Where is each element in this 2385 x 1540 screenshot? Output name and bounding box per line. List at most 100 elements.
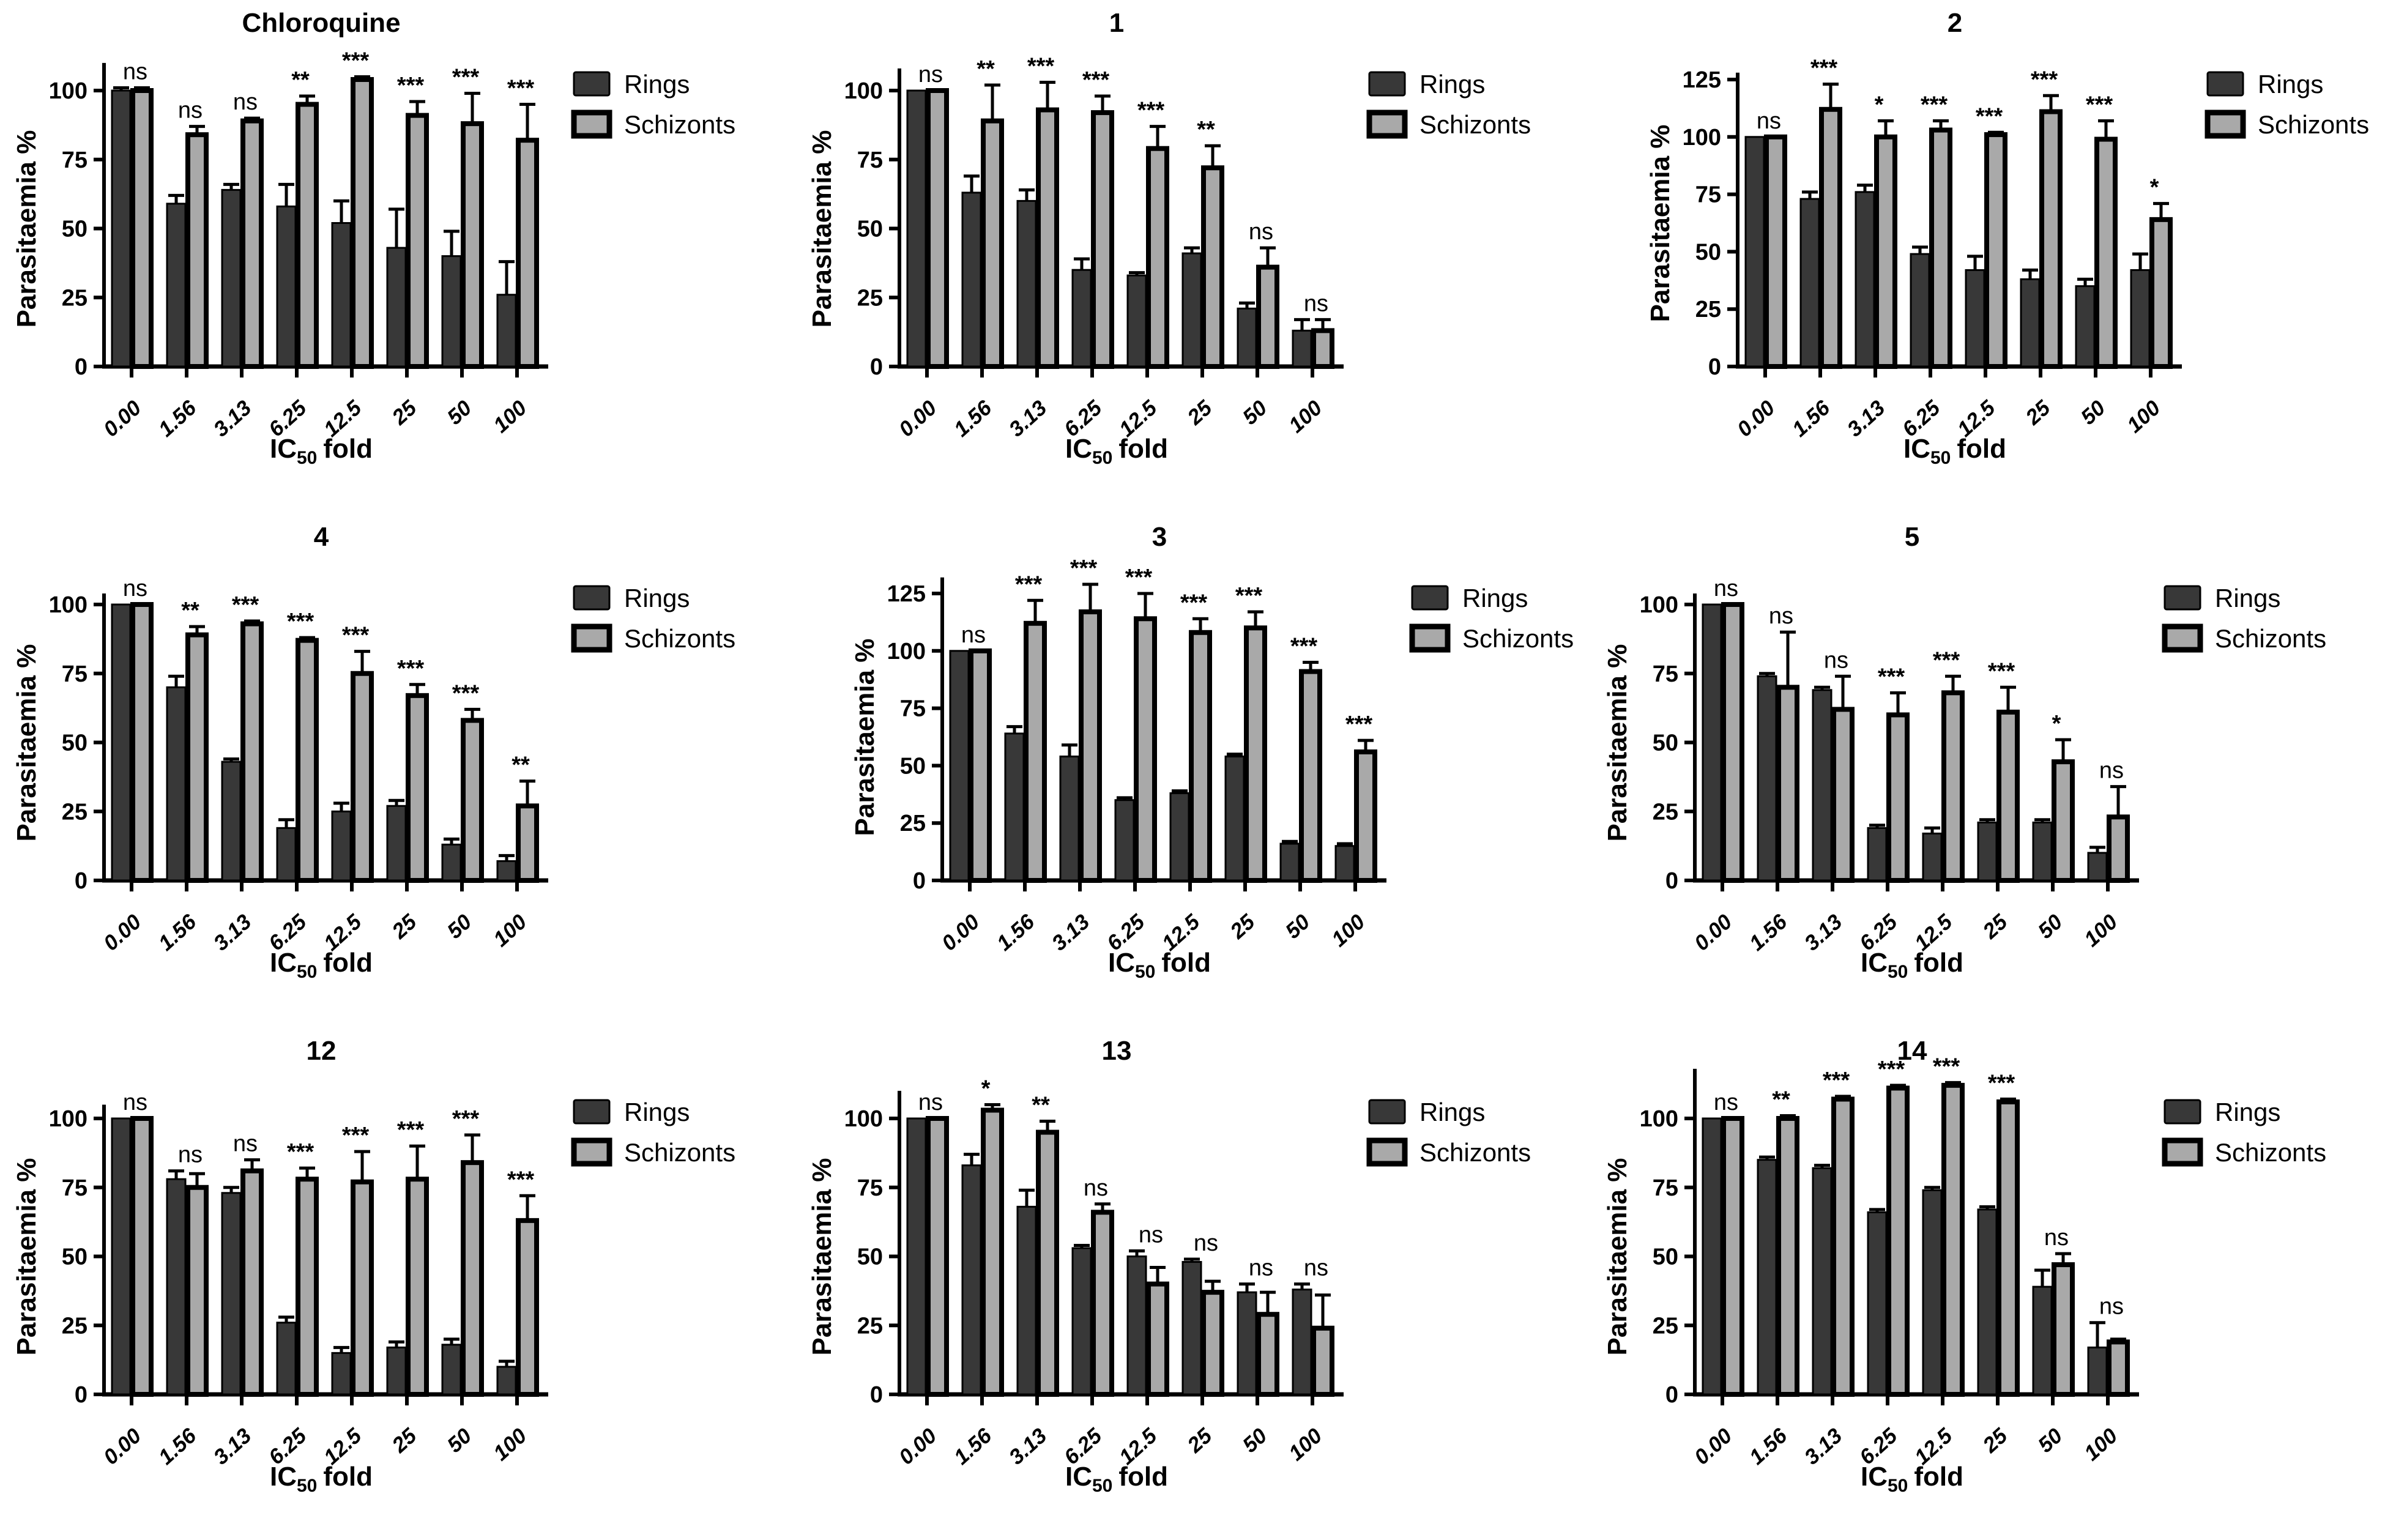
schizonts-bar: [1721, 1116, 1744, 1397]
x-axis-title-main: IC: [1108, 948, 1135, 978]
rings-bar: [1702, 1117, 1722, 1396]
chart-panel-14: 14 Parasitaemia % 0 25 50 75 100 0.00 ns 1.56 ** 3.…: [1602, 1036, 2326, 1496]
x-axis-title: IC50 fold: [270, 948, 373, 982]
schizonts-bar: [1201, 165, 1224, 369]
x-tick-label: 0.00: [99, 1424, 146, 1470]
legend-rings-label: Rings: [2215, 584, 2280, 612]
significance-label: ns: [1304, 1255, 1328, 1281]
significance-label: ***: [1125, 565, 1153, 590]
chart-title: 3: [1152, 522, 1167, 552]
x-tick-label: 1.56: [1745, 910, 1792, 956]
y-tick-label: 75: [1653, 1175, 1678, 1201]
y-tick-label: 100: [844, 78, 883, 104]
x-tick-label: 25: [387, 396, 422, 430]
x-tick-label: 100: [489, 1424, 532, 1465]
rings-bar: [331, 221, 352, 368]
x-axis-title-rest: fold: [323, 434, 373, 464]
legend-schizonts-swatch: [1366, 1137, 1408, 1167]
y-tick-label: 100: [887, 639, 926, 664]
rings-bar: [1181, 1261, 1202, 1396]
significance-label: ns: [1757, 108, 1781, 134]
schizonts-bar: [2094, 136, 2118, 369]
x-tick-label: 3.13: [1005, 1424, 1052, 1470]
legend-schizonts-label: Schizonts: [624, 110, 735, 139]
y-tick-label: 100: [49, 1106, 87, 1132]
rings-bar: [166, 203, 187, 368]
rings-bar: [2020, 278, 2041, 368]
x-tick-label: 25: [1978, 1424, 2012, 1458]
schizonts-bar: [1354, 749, 1377, 883]
y-tick-label: 0: [75, 1382, 87, 1408]
legend-rings-label: Rings: [1462, 584, 1528, 612]
rings-bar: [961, 192, 982, 368]
schizonts-bar: [516, 803, 539, 883]
x-tick-label: 0.00: [895, 1424, 942, 1470]
y-tick-label: 25: [62, 1313, 87, 1339]
y-tick-label: 75: [857, 147, 883, 173]
x-axis-title-sub: 50: [1888, 1476, 1908, 1496]
x-tick-label: 3.13: [1005, 396, 1052, 442]
y-tick-label: 0: [1665, 1382, 1678, 1408]
x-tick-label: 100: [1327, 910, 1370, 951]
x-axis-title: IC50 fold: [1861, 948, 1963, 982]
significance-label: ***: [507, 1167, 535, 1192]
rings-bar: [221, 1192, 242, 1396]
schizonts-bar: [185, 632, 209, 883]
y-tick-label: 50: [857, 1244, 883, 1270]
x-tick-label: 0.00: [99, 910, 146, 956]
x-axis-title-main: IC: [270, 948, 297, 978]
rings-bar: [1114, 799, 1135, 882]
x-tick-label: 50: [2076, 396, 2110, 430]
y-tick-label: 50: [1653, 731, 1678, 756]
x-tick-label: 0.00: [1690, 1424, 1737, 1470]
schizonts-bar: [1256, 1312, 1279, 1397]
x-tick-label: 1.56: [992, 910, 1040, 956]
rings-bar: [1016, 1205, 1037, 1396]
significance-label: ns: [1769, 603, 1793, 629]
x-axis-title-main: IC: [1065, 434, 1092, 464]
x-tick-label: 100: [489, 910, 532, 951]
x-tick-label: 25: [2021, 396, 2055, 430]
rings-bar: [331, 810, 352, 882]
significance-label: ***: [1988, 1070, 2015, 1096]
schizonts-bar: [1929, 127, 1952, 369]
significance-label: ns: [178, 1142, 203, 1168]
rings-bar: [441, 255, 462, 368]
y-tick-label: 100: [49, 78, 87, 104]
significance-label: ns: [1249, 1255, 1273, 1281]
x-tick-label: 1.56: [154, 1424, 201, 1470]
rings-bar: [111, 603, 132, 882]
schizonts-bar: [1079, 609, 1102, 883]
significance-label: ns: [961, 622, 986, 648]
y-tick-label: 75: [1653, 661, 1678, 687]
y-axis-title: Parasitaemia %: [1602, 644, 1632, 842]
schizonts-bar: [1721, 602, 1744, 883]
x-tick-label: 100: [2123, 396, 2165, 437]
x-tick-label: 25: [1183, 1424, 1217, 1458]
x-tick-label: 1.56: [950, 1424, 997, 1470]
y-axis-title: Parasitaemia %: [1602, 1158, 1632, 1356]
x-tick-label: 1.56: [154, 396, 201, 442]
schizonts-bar: [406, 1177, 429, 1397]
significance-label: ***: [2086, 92, 2113, 118]
legend-rings-swatch: [1411, 585, 1449, 611]
x-tick-label: 0.00: [99, 396, 146, 442]
y-tick-label: 50: [900, 753, 926, 779]
significance-label: ns: [2099, 758, 2124, 784]
x-tick-label: 50: [442, 1424, 476, 1457]
x-tick-label: 1.56: [950, 396, 997, 442]
schizonts-bar: [1984, 132, 2007, 369]
significance-label: ns: [1249, 219, 1273, 245]
rings-bar: [1855, 191, 1875, 368]
x-tick-label: 1.56: [1788, 396, 1835, 442]
x-axis-title-sub: 50: [297, 1476, 317, 1496]
legend-rings-swatch: [573, 71, 611, 97]
rings-bar: [1910, 253, 1930, 368]
significance-label: **: [512, 753, 530, 778]
significance-label: ***: [342, 623, 370, 649]
y-tick-label: 25: [900, 811, 926, 836]
schizonts-bar: [1299, 669, 1322, 883]
rings-bar: [1181, 252, 1202, 368]
rings-bar: [1965, 269, 1985, 368]
y-axis-title: Parasitaemia %: [1645, 125, 1675, 322]
